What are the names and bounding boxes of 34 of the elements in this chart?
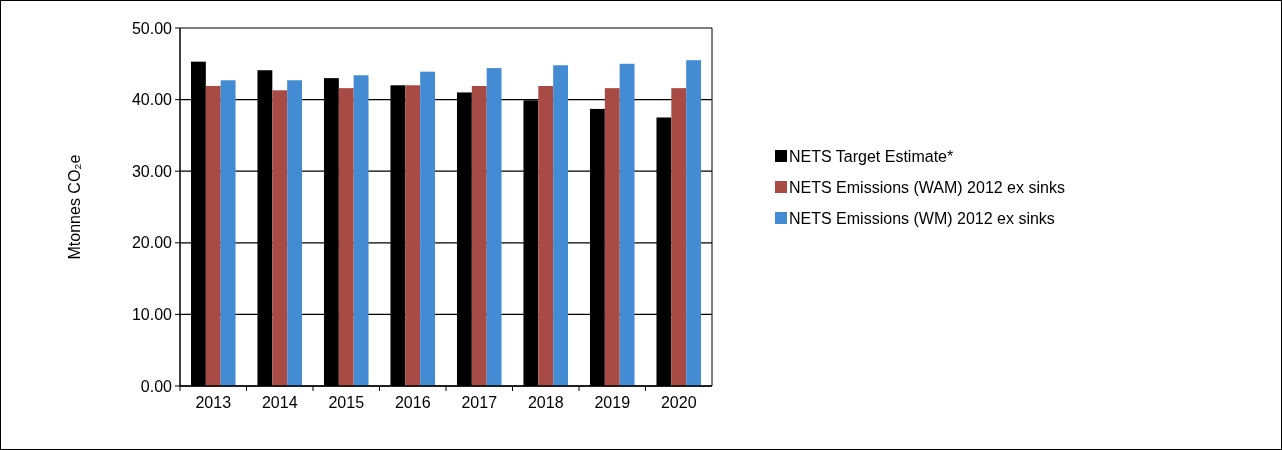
- x-tick-label: 2020: [660, 394, 697, 411]
- bar: [619, 63, 635, 386]
- legend-label: NETS Emissions (WM) 2012 ex sinks: [789, 209, 1055, 227]
- x-tick-label: 2015: [328, 394, 365, 411]
- bar: [205, 86, 221, 386]
- bar: [353, 75, 369, 386]
- x-tick-label: 2016: [394, 394, 431, 411]
- y-tick-label: 50.00: [131, 19, 173, 37]
- x-tick-label: 2018: [527, 394, 564, 411]
- bar: [486, 68, 502, 386]
- bar: [287, 80, 303, 386]
- bar: [272, 90, 288, 386]
- x-tick-label: 2014: [261, 394, 298, 411]
- bar: [420, 71, 436, 386]
- bar: [220, 80, 236, 386]
- x-tick-label: 2019: [594, 394, 631, 411]
- bar: [686, 60, 702, 386]
- y-tick-label: 0.00: [140, 377, 173, 395]
- y-tick-label: 30.00: [131, 162, 173, 180]
- x-tick-label: 2013: [195, 394, 232, 411]
- bar: [538, 86, 554, 386]
- x-tick-label: 2017: [461, 394, 498, 411]
- legend-label: NETS Emissions (WAM) 2012 ex sinks: [789, 178, 1065, 196]
- y-tick-label: 20.00: [131, 234, 173, 252]
- legend-label: NETS Target Estimate*: [789, 147, 954, 165]
- bar: [604, 88, 620, 386]
- y-tick-label: 10.00: [131, 306, 173, 323]
- bar: [338, 88, 354, 386]
- bar: [471, 86, 487, 386]
- bar: [405, 85, 421, 386]
- bar: [553, 65, 569, 386]
- y-tick-label: 40.00: [131, 91, 173, 109]
- bar: [671, 88, 687, 386]
- y-axis-title: Mtonnes CO₂e: [66, 154, 83, 260]
